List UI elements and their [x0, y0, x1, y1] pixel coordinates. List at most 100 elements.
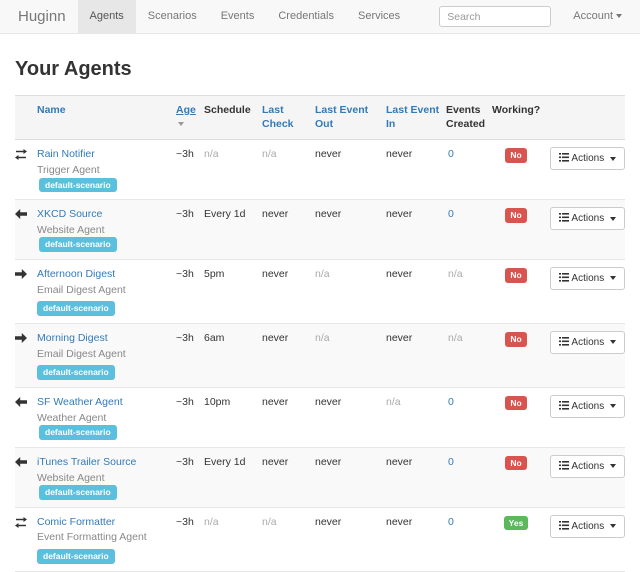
- icon-column-header: [15, 94, 33, 141]
- nav-item-credentials[interactable]: Credentials: [278, 10, 334, 22]
- last-event-in-value: never: [386, 148, 413, 161]
- age-value: ~3h: [176, 268, 194, 281]
- scenario-badge[interactable]: default-scenario: [37, 301, 115, 316]
- events-created-link[interactable]: 0: [448, 208, 454, 221]
- actions-button-label: Actions: [571, 400, 605, 412]
- working-header: Working?: [488, 94, 544, 141]
- sort-by-last-event-out[interactable]: Last Event Out: [315, 104, 369, 130]
- last-event-in-value: never: [386, 268, 413, 281]
- last-check-value: n/a: [262, 148, 277, 161]
- schedule-value: 10pm: [204, 395, 231, 408]
- list-icon: [559, 460, 570, 470]
- last-event-out-value: never: [315, 515, 342, 528]
- last-check-value: never: [262, 332, 289, 345]
- schedule-value: Every 1d: [204, 208, 246, 221]
- agent-type-label: Website Agent: [37, 471, 105, 484]
- agent-name-link[interactable]: Afternoon Digest: [37, 268, 116, 281]
- sort-by-last-event-in[interactable]: Last Event In: [386, 104, 440, 130]
- agent-name-link[interactable]: iTunes Trailer Source: [37, 455, 137, 468]
- scenario-badge[interactable]: default-scenario: [39, 425, 117, 440]
- arrow-right-icon: [15, 269, 29, 280]
- events-created-link[interactable]: 0: [448, 455, 454, 468]
- agent-type-label: Email Digest Agent: [37, 283, 126, 296]
- chevron-down-icon: [616, 14, 622, 19]
- chevron-down-icon: [610, 216, 616, 221]
- navbar-spacer: [412, 0, 439, 33]
- working-status-badge: No: [505, 395, 527, 411]
- table-row: XKCD Source Website Agent default-scenar…: [15, 199, 625, 260]
- last-event-out-value: never: [315, 455, 342, 468]
- working-status-badge: No: [505, 455, 527, 471]
- last-check-value: never: [262, 268, 289, 281]
- actions-button[interactable]: Actions: [550, 514, 625, 538]
- sort-by-last-check[interactable]: Last Check: [262, 104, 294, 130]
- working-status-badge: No: [505, 268, 527, 283]
- scenario-badge[interactable]: default-scenario: [39, 485, 117, 500]
- transfer-icon: [15, 149, 29, 161]
- actions-button-label: Actions: [571, 153, 605, 165]
- list-icon: [559, 337, 570, 346]
- account-label: Account: [573, 10, 613, 22]
- sort-direction-icon: [178, 121, 184, 126]
- actions-button[interactable]: Actions: [550, 331, 625, 355]
- table-header-row: Name Age Schedule Last Check Last Event …: [15, 94, 625, 141]
- scenario-badge[interactable]: default-scenario: [39, 177, 117, 193]
- nav-item-events[interactable]: Events: [220, 10, 255, 22]
- schedule-value: n/a: [204, 148, 219, 161]
- last-event-in-value: never: [386, 515, 413, 528]
- chevron-down-icon: [610, 340, 616, 345]
- arrow-left-icon: [15, 396, 29, 407]
- actions-button-label: Actions: [571, 520, 605, 532]
- agent-type-label: Website Agent: [37, 223, 105, 236]
- agent-name-link[interactable]: SF Weather Agent: [37, 395, 123, 408]
- last-event-out-value: n/a: [315, 268, 330, 281]
- working-status-badge: No: [505, 332, 527, 347]
- last-check-value: never: [262, 208, 289, 221]
- chevron-down-icon: [610, 524, 616, 529]
- table-row: Morning Digest Email Digest Agent defaul…: [15, 323, 625, 388]
- last-event-in-value: never: [386, 455, 413, 468]
- brand-link[interactable]: Huginn: [18, 8, 66, 25]
- transfer-icon: [15, 516, 29, 528]
- events-created-header: Events Created: [444, 94, 488, 141]
- list-icon: [559, 520, 570, 530]
- events-created-link[interactable]: 0: [448, 515, 454, 528]
- scenario-badge[interactable]: default-scenario: [37, 549, 115, 564]
- nav-item-agents[interactable]: Agents: [77, 0, 136, 33]
- actions-button[interactable]: Actions: [550, 207, 625, 231]
- table-row: SF Weather Agent Weather Agent default-s…: [15, 387, 625, 448]
- nav-item-scenarios[interactable]: Scenarios: [147, 10, 197, 22]
- actions-button[interactable]: Actions: [550, 394, 625, 418]
- sort-by-age[interactable]: Age: [176, 104, 196, 116]
- age-value: ~3h: [176, 395, 194, 408]
- list-icon: [559, 400, 570, 410]
- agent-name-link[interactable]: Rain Notifier: [37, 148, 95, 161]
- chevron-down-icon: [610, 156, 616, 161]
- actions-button[interactable]: Actions: [550, 147, 625, 171]
- agent-name-link[interactable]: XKCD Source: [37, 208, 103, 221]
- search-input[interactable]: [439, 6, 552, 27]
- actions-button[interactable]: Actions: [550, 267, 625, 291]
- chevron-down-icon: [610, 404, 616, 409]
- events-created-link[interactable]: 0: [448, 395, 454, 408]
- arrow-right-icon: [15, 333, 29, 344]
- working-status-badge: Yes: [503, 515, 529, 531]
- agent-name-link[interactable]: Morning Digest: [37, 332, 108, 345]
- schedule-value: 5pm: [204, 268, 225, 281]
- events-created-value: n/a: [448, 332, 463, 345]
- agent-name-link[interactable]: Comic Formatter: [37, 515, 116, 528]
- account-menu[interactable]: Account: [561, 0, 634, 33]
- age-value: ~3h: [176, 148, 194, 161]
- scenario-badge[interactable]: default-scenario: [37, 365, 115, 380]
- events-created-value: n/a: [448, 268, 463, 281]
- events-created-link[interactable]: 0: [448, 148, 454, 161]
- nav-item-services[interactable]: Services: [358, 10, 401, 22]
- agents-table: Name Age Schedule Last Check Last Event …: [15, 94, 625, 572]
- scenario-badge[interactable]: default-scenario: [39, 237, 117, 252]
- last-event-in-value: never: [386, 332, 413, 345]
- table-row: iTunes Trailer Source Website Agent defa…: [15, 447, 625, 508]
- list-icon: [559, 213, 570, 222]
- sort-by-name[interactable]: Name: [37, 104, 66, 116]
- agent-type-label: Event Formatting Agent: [37, 531, 147, 544]
- actions-button[interactable]: Actions: [550, 454, 625, 478]
